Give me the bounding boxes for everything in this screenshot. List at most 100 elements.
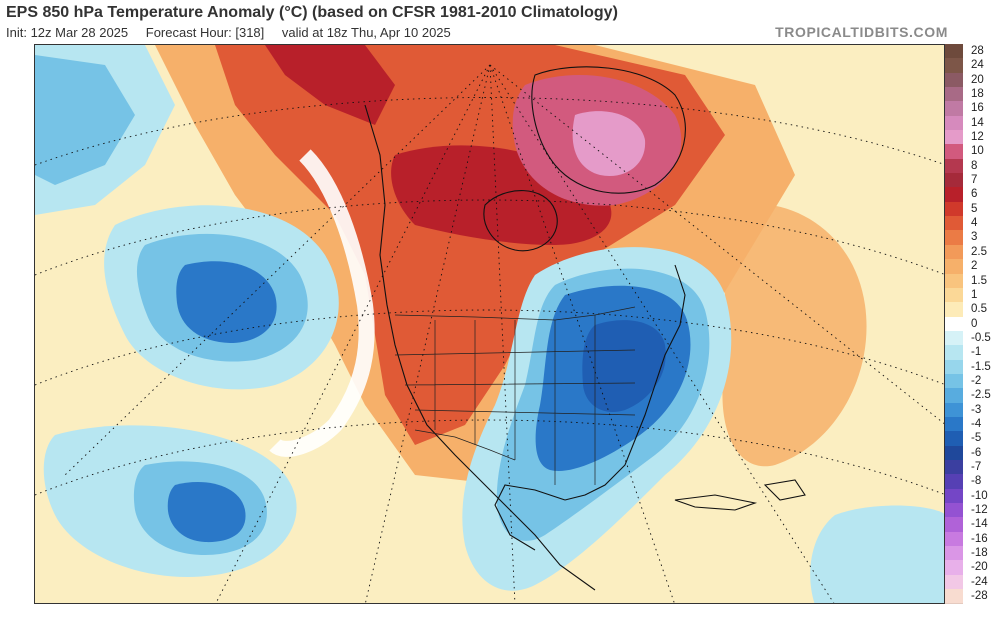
colorbar-swatch [945, 101, 963, 117]
colorbar-entry: -0.5 [945, 330, 997, 347]
colorbar-swatch [945, 201, 963, 218]
coastlines [364, 66, 806, 591]
colorbar-label: -1 [971, 346, 982, 359]
colorbar-label: -14 [971, 518, 988, 531]
colorbar-swatch [945, 187, 963, 203]
colorbar-swatch [945, 273, 963, 289]
colorbar-label: -8 [971, 475, 982, 488]
colorbar-entry: -4 [945, 416, 997, 433]
colorbar-label: 10 [971, 145, 984, 158]
colorbar-entry: -8 [945, 474, 997, 490]
colorbar-entry: -7 [945, 459, 997, 476]
colorbar-label: -20 [971, 561, 988, 574]
colorbar-swatch [945, 431, 963, 447]
colorbar-swatch [945, 531, 963, 548]
map-title: EPS 850 hPa Temperature Anomaly (°C) (ba… [6, 4, 618, 21]
colorbar-swatch [945, 316, 963, 332]
colorbar-swatch [945, 158, 963, 175]
colorbar-label: 2.5 [971, 245, 987, 258]
colorbar-entry: -28 [945, 589, 997, 605]
colorbar-entry: -2 [945, 373, 997, 390]
colorbar-swatch [945, 302, 963, 318]
colorbar-label: -12 [971, 504, 988, 516]
colorbar-entry: 7 [945, 173, 997, 189]
colorbar-entry: 6 [945, 187, 997, 203]
colorbar-entry: 5 [945, 201, 997, 218]
colorbar-swatch [945, 144, 963, 160]
colorbar-entry: 20 [945, 72, 997, 89]
colorbar-label: 2 [971, 260, 978, 273]
colorbar-swatch [945, 416, 963, 433]
colorbar-label: 20 [971, 73, 984, 86]
colorbar-label: 1 [971, 288, 978, 301]
colorbar-label: -10 [971, 489, 988, 502]
colorbar-entry: -6 [945, 445, 997, 461]
site-brand[interactable]: TROPICALTIDBITS.COM [775, 24, 948, 40]
colorbar-entry: 8 [945, 158, 997, 175]
colorbar-entry: -24 [945, 574, 997, 591]
graticule-lon-5 [489, 64, 835, 603]
anomaly-cold-pacific-2 [35, 55, 135, 185]
init-time: Init: 12z Mar 28 2025 [6, 25, 129, 40]
colorbar-entry: -1.5 [945, 359, 997, 375]
colorbar-entry: -10 [945, 488, 997, 504]
colorbar-swatch [945, 574, 963, 591]
colorbar-swatch [945, 560, 963, 576]
colorbar-label: -6 [971, 446, 982, 459]
colorbar-label: -24 [971, 575, 988, 588]
colorbar-swatch [945, 345, 963, 361]
colorbar-swatch [945, 115, 963, 132]
colorbar-label: 24 [971, 59, 984, 72]
colorbar-entry: 3 [945, 230, 997, 246]
colorbar-label: 4 [971, 217, 978, 230]
colorbar-label: 1.5 [971, 274, 987, 287]
colorbar-entry: 0.5 [945, 302, 997, 318]
colorbar-swatch [945, 173, 963, 189]
colorbar-label: -28 [971, 590, 988, 603]
colorbar-swatch [945, 230, 963, 246]
anomaly-cold-eastern-us-core [582, 320, 666, 413]
colorbar-entry: -3 [945, 402, 997, 418]
colorbar-swatch [945, 474, 963, 490]
colorbar-swatch [945, 546, 963, 562]
colorbar-swatch [945, 259, 963, 275]
colorbar-swatch [945, 44, 963, 60]
colorbar-label: -3 [971, 403, 982, 416]
anomaly-near-zero-band [269, 149, 375, 457]
colorbar-label: 7 [971, 174, 978, 187]
colorbar-swatch [945, 58, 963, 74]
colorbar-swatch [945, 517, 963, 533]
coast-hispaniola [763, 479, 806, 501]
colorbar-label: -7 [971, 460, 982, 473]
colorbar-label: 14 [971, 116, 984, 129]
anomaly-warm-strong [265, 45, 395, 125]
colorbar-entry: 18 [945, 87, 997, 103]
colorbar-label: 5 [971, 202, 978, 215]
coast-greenland [531, 66, 686, 194]
colorbar-label: 16 [971, 102, 984, 115]
colorbar-label: -2 [971, 374, 982, 387]
colorbar-label: 3 [971, 231, 978, 244]
colorbar-swatch [945, 373, 963, 390]
colorbar-entry: 14 [945, 115, 997, 132]
colorbar-swatch [945, 72, 963, 89]
colorbar-swatch [945, 330, 963, 347]
colorbar-entry: -12 [945, 503, 997, 519]
colorbar-entry: 24 [945, 58, 997, 74]
forecast-hour: Forecast Hour: [318] [145, 25, 265, 40]
valid-time: valid at 18z Thu, Apr 10 2025 [281, 25, 451, 40]
colorbar-entry: 10 [945, 144, 997, 160]
coast-gulf [494, 484, 566, 551]
graticule-lon-1 [215, 64, 491, 603]
coast-north-america-west [364, 104, 596, 591]
colorbar-entry: -18 [945, 546, 997, 562]
colorbar-entry: 1 [945, 287, 997, 304]
colorbar-swatch [945, 459, 963, 476]
colorbar-entry: -14 [945, 517, 997, 533]
colorbar-swatch [945, 589, 963, 605]
colorbar-entry: 0 [945, 316, 997, 332]
border-states [394, 315, 636, 485]
colorbar-swatch [945, 216, 963, 232]
graticule-lat-1 [35, 97, 944, 166]
colorbar-label: 0 [971, 317, 978, 330]
